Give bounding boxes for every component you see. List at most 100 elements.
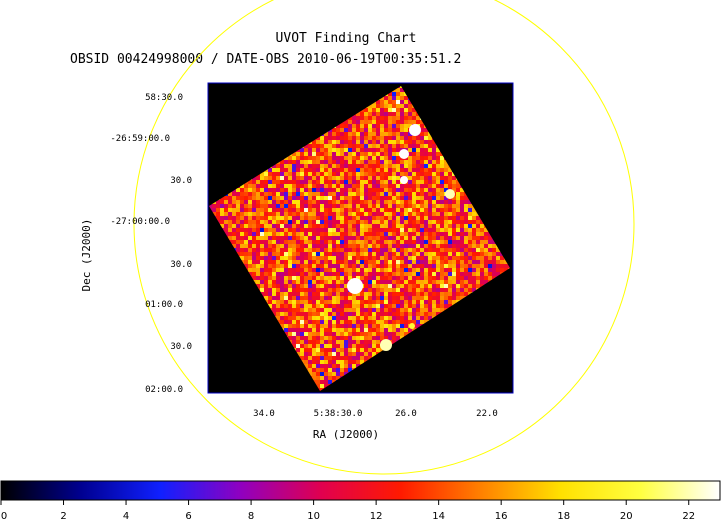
field-pixel [236, 188, 240, 192]
field-pixel [352, 228, 356, 232]
field-pixel [396, 296, 400, 300]
field-pixel [372, 324, 376, 328]
field-pixel [280, 224, 284, 228]
field-pixel [308, 144, 312, 148]
field-pixel [320, 232, 324, 236]
field-pixel [240, 200, 244, 204]
field-pixel [380, 100, 384, 104]
field-pixel [264, 224, 268, 228]
field-pixel [288, 312, 292, 316]
field-pixel [452, 200, 456, 204]
field-pixel [276, 244, 280, 248]
field-pixel [244, 204, 248, 208]
field-pixel [244, 244, 248, 248]
field-pixel [368, 236, 372, 240]
field-pixel [288, 336, 292, 340]
field-pixel [336, 268, 340, 272]
field-pixel [356, 192, 360, 196]
field-pixel [228, 224, 232, 228]
field-pixel [288, 320, 292, 324]
field-pixel [360, 164, 364, 168]
field-pixel [396, 284, 400, 288]
field-pixel [376, 204, 380, 208]
field-pixel [300, 292, 304, 296]
field-pixel [420, 200, 424, 204]
field-pixel [412, 276, 416, 280]
field-pixel [360, 300, 364, 304]
field-pixel [324, 184, 328, 188]
field-pixel [352, 264, 356, 268]
field-pixel [404, 212, 408, 216]
field-pixel [348, 208, 352, 212]
field-pixel [324, 240, 328, 244]
field-pixel [384, 252, 388, 256]
field-pixel [356, 124, 360, 128]
field-pixel [476, 244, 480, 248]
field-pixel [296, 228, 300, 232]
field-pixel [292, 200, 296, 204]
field-pixel [348, 328, 352, 332]
field-pixel [260, 240, 264, 244]
field-pixel [452, 268, 456, 272]
field-pixel [280, 252, 284, 256]
field-pixel [420, 256, 424, 260]
field-pixel [364, 136, 368, 140]
field-pixel [452, 240, 456, 244]
field-pixel [424, 260, 428, 264]
field-pixel [396, 184, 400, 188]
field-pixel [352, 224, 356, 228]
field-pixel [436, 200, 440, 204]
field-pixel [288, 212, 292, 216]
field-pixel [504, 264, 508, 268]
field-pixel [296, 272, 300, 276]
field-pixel [284, 232, 288, 236]
field-pixel [276, 168, 280, 172]
field-pixel [256, 176, 260, 180]
field-pixel [360, 304, 364, 308]
field-pixel [492, 240, 496, 244]
field-pixel [400, 328, 404, 332]
field-pixel [312, 320, 316, 324]
field-pixel [468, 244, 472, 248]
field-pixel [240, 188, 244, 192]
field-pixel [300, 228, 304, 232]
field-pixel [388, 332, 392, 336]
field-pixel [424, 268, 428, 272]
field-pixel [268, 196, 272, 200]
field-pixel [348, 252, 352, 256]
field-pixel [352, 292, 356, 296]
field-pixel [460, 228, 464, 232]
field-pixel [484, 240, 488, 244]
field-pixel [300, 244, 304, 248]
field-pixel [332, 300, 336, 304]
field-pixel [312, 344, 316, 348]
field-pixel [380, 332, 384, 336]
field-pixel [352, 172, 356, 176]
field-pixel [316, 256, 320, 260]
field-pixel [404, 300, 408, 304]
field-pixel [408, 184, 412, 188]
field-pixel [284, 312, 288, 316]
field-pixel [348, 164, 352, 168]
field-pixel [284, 212, 288, 216]
field-pixel [348, 196, 352, 200]
field-pixel [408, 112, 412, 116]
field-pixel [460, 244, 464, 248]
field-pixel [308, 324, 312, 328]
field-pixel [356, 232, 360, 236]
field-pixel [248, 188, 252, 192]
field-pixel [388, 268, 392, 272]
field-pixel [388, 184, 392, 188]
field-pixel [380, 196, 384, 200]
field-pixel [380, 112, 384, 116]
field-pixel [328, 228, 332, 232]
field-pixel [296, 344, 300, 348]
field-pixel [348, 184, 352, 188]
field-pixel [400, 264, 404, 268]
field-pixel [376, 120, 380, 124]
field-pixel [328, 220, 332, 224]
field-pixel [400, 88, 404, 92]
field-pixel [400, 320, 404, 324]
field-pixel [488, 244, 492, 248]
field-pixel [380, 220, 384, 224]
